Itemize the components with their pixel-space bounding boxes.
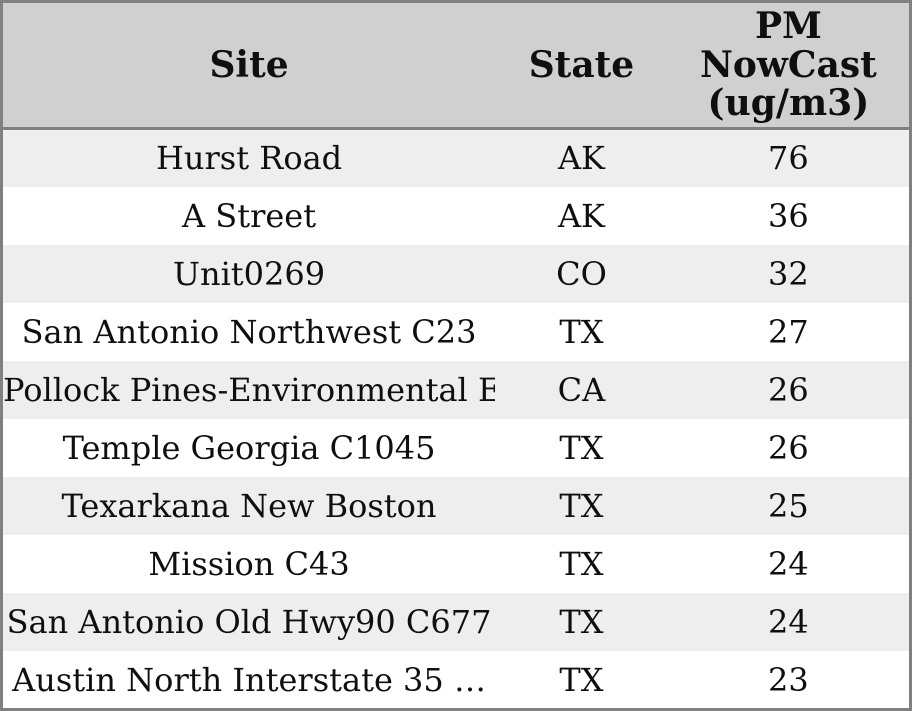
table-row: Texarkana New Boston TX 25 <box>1 477 911 536</box>
pm-value-cell: 26 <box>768 429 809 468</box>
state-cell: TX <box>559 545 604 584</box>
state-cell: CA <box>557 370 606 409</box>
pm-value-cell: 26 <box>768 370 809 409</box>
table-row: Mission C43 TX 24 <box>1 535 911 594</box>
site-cell: Austin North Interstate 35 … <box>12 660 486 699</box>
site-cell: A Street <box>182 196 317 235</box>
state-cell: TX <box>559 603 604 642</box>
site-cell: Pollock Pines-Environmental Ed <box>3 370 496 409</box>
site-cell: Temple Georgia C1045 <box>62 429 436 468</box>
table-row: A Street AK 36 <box>1 186 911 245</box>
state-cell: TX <box>559 487 604 526</box>
pm-value-cell: 32 <box>768 254 809 293</box>
site-cell: Unit0269 <box>172 254 326 293</box>
pm-value-cell: 25 <box>768 487 809 526</box>
site-cell: San Antonio Northwest C23 <box>21 312 477 351</box>
column-header-state: State <box>495 1 668 130</box>
table-row: Pollock Pines-Environmental Ed CA 26 <box>1 360 911 419</box>
pm-value-cell: 27 <box>768 312 809 351</box>
table-row: Austin North Interstate 35 … TX 23 <box>1 651 911 710</box>
table-row: Unit0269 CO 32 <box>1 244 911 303</box>
pm-value-cell: 24 <box>768 603 809 642</box>
table-row: San Antonio Old Hwy90 C677 TX 24 <box>1 593 911 652</box>
state-cell: TX <box>559 660 604 699</box>
pm-value-cell: 24 <box>768 545 809 584</box>
site-cell: Mission C43 <box>148 545 350 584</box>
site-cell: Hurst Road <box>155 139 343 178</box>
state-cell: AK <box>557 196 605 235</box>
state-cell: AK <box>557 139 605 178</box>
column-header-pm-nowcast: PM NowCast (ug/m3) <box>667 1 911 130</box>
state-cell: CO <box>556 254 607 293</box>
table-row: San Antonio Northwest C23 TX 27 <box>1 302 911 361</box>
site-cell: Texarkana New Boston <box>61 487 437 526</box>
state-cell: TX <box>559 312 604 351</box>
column-header-site: Site <box>1 1 496 130</box>
pm-value-cell: 76 <box>768 139 809 178</box>
table-header-row: Site State PM NowCast (ug/m3) <box>1 1 911 130</box>
site-cell: San Antonio Old Hwy90 C677 <box>6 603 492 642</box>
state-cell: TX <box>559 429 604 468</box>
pm-value-cell: 36 <box>768 196 809 235</box>
table-row: Temple Georgia C1045 TX 26 <box>1 418 911 478</box>
table-row: Hurst Road AK 76 <box>1 128 911 187</box>
pm-value-cell: 23 <box>768 660 809 699</box>
